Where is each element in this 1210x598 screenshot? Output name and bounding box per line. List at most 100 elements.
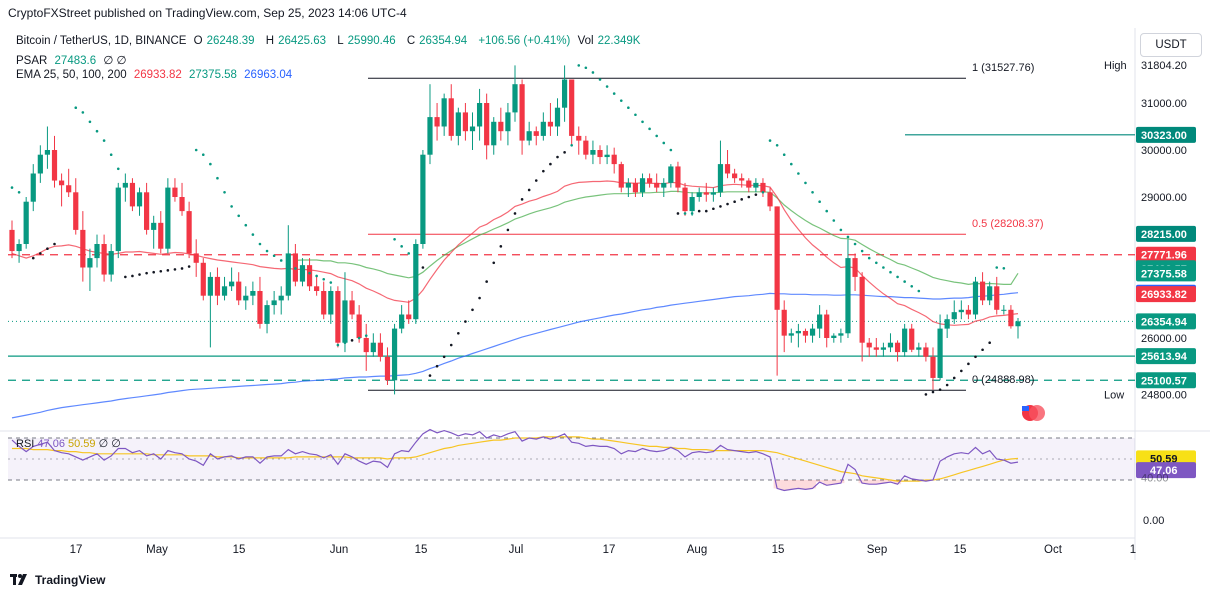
candle-body <box>1015 321 1021 327</box>
tradingview-brand: TradingView <box>35 573 106 587</box>
candle-body <box>80 229 86 268</box>
time-tick-label: Oct <box>1044 544 1063 556</box>
psar-group <box>10 64 1006 396</box>
candle-body <box>533 131 539 136</box>
psar-legend: PSAR 27483.6 ∅ ∅ <box>16 55 127 67</box>
event-flag-icon <box>1022 405 1045 421</box>
psar-dot <box>53 242 56 246</box>
candle-body <box>916 347 922 350</box>
price-tag-value: 25100.57 <box>1141 375 1187 387</box>
psar-dot <box>457 332 460 335</box>
candle-body <box>441 98 447 127</box>
candle-body <box>732 173 738 179</box>
candle-body <box>377 342 383 357</box>
psar-dot <box>81 111 85 114</box>
currency-button[interactable]: USDT <box>1140 33 1202 57</box>
rsi-oversold-fill <box>865 480 873 485</box>
psar-dot <box>209 162 212 166</box>
candle-body <box>994 286 1000 310</box>
tradingview-footer[interactable]: TradingView <box>10 573 105 587</box>
psar-dot <box>811 191 814 194</box>
psar-dot <box>286 263 290 267</box>
candle-body <box>491 121 497 146</box>
price-extreme-label: High <box>1104 60 1127 72</box>
ema-legend: EMA 25, 50, 100, 200 26933.82 27375.58 2… <box>16 69 293 81</box>
psar-dot <box>775 144 779 147</box>
time-tick-label: May <box>146 544 168 556</box>
candle-body <box>618 164 624 188</box>
candle-body <box>817 314 823 329</box>
rsi-oversold-fill <box>858 480 866 484</box>
psar-dot <box>506 228 510 232</box>
psar-dot <box>216 176 219 180</box>
candle-body <box>831 335 837 338</box>
price-tag-bg <box>1136 286 1196 303</box>
psar-dot <box>591 71 595 74</box>
candle-body <box>604 154 610 158</box>
candle-body <box>689 197 695 212</box>
psar-dot <box>421 266 425 269</box>
psar-dot <box>400 245 403 248</box>
candle-body <box>569 79 575 136</box>
price-tag-bg <box>1136 126 1196 143</box>
candle-body <box>420 154 426 244</box>
psar-dot <box>938 388 942 392</box>
price-tag-bg <box>1136 225 1196 242</box>
candle-body <box>236 281 242 301</box>
rsi-line <box>11 428 1019 492</box>
candle-body <box>207 276 213 296</box>
rsi-oversold-fill <box>809 480 817 489</box>
candle-body <box>979 281 986 301</box>
price-tag-bg <box>1136 372 1196 389</box>
psar-dot <box>952 376 956 380</box>
psar-dot <box>740 198 744 201</box>
candle-body <box>611 154 617 165</box>
psar-dot <box>74 106 78 109</box>
candle-body <box>597 150 603 158</box>
candle-body <box>909 328 915 350</box>
psar-dot <box>867 256 871 260</box>
psar-dot <box>237 214 241 218</box>
psar-dot <box>166 269 170 272</box>
psar-dot <box>159 269 163 273</box>
psar-dot <box>272 254 276 258</box>
psar-dot <box>853 242 857 246</box>
psar-dot <box>492 261 496 265</box>
ohlc-low: L 25990.46 <box>337 35 396 47</box>
psar-dot <box>931 390 935 394</box>
candle-body <box>384 356 391 381</box>
rsi-oversold-fill <box>823 480 831 486</box>
price-tick-label: 29000.00 <box>1141 192 1187 204</box>
candle-body <box>852 258 858 277</box>
candle-body <box>193 253 199 263</box>
psar-dot <box>726 202 729 206</box>
psar-dot <box>301 269 304 273</box>
psar-dot <box>116 167 120 171</box>
candle-body <box>576 135 582 141</box>
rsi-oversold-fill <box>816 480 824 483</box>
price-tick-label: 26000.00 <box>1141 333 1187 345</box>
candle-body <box>299 265 306 282</box>
candle-body <box>250 291 256 296</box>
psar-dot <box>350 339 354 342</box>
candle-body <box>115 187 121 252</box>
candle-body <box>739 178 745 181</box>
candle-body <box>512 84 518 113</box>
candle-body <box>144 192 150 230</box>
rsi-oversold-fill <box>787 480 795 490</box>
ema50-value: 27375.58 <box>188 69 237 81</box>
psar-dot <box>308 271 311 275</box>
psar-dot <box>627 106 630 109</box>
psar-dot <box>924 393 928 396</box>
candle-body <box>229 281 235 287</box>
ema25-value: 26933.82 <box>133 69 182 81</box>
psar-dot <box>279 259 283 262</box>
candle-body <box>838 333 844 336</box>
candle-body <box>122 182 128 188</box>
psar-dot <box>960 369 963 373</box>
psar-dot <box>683 212 687 215</box>
psar-dot <box>294 267 297 270</box>
psar-dot <box>697 209 701 213</box>
price-tag-value: 26933.82 <box>1141 289 1187 301</box>
